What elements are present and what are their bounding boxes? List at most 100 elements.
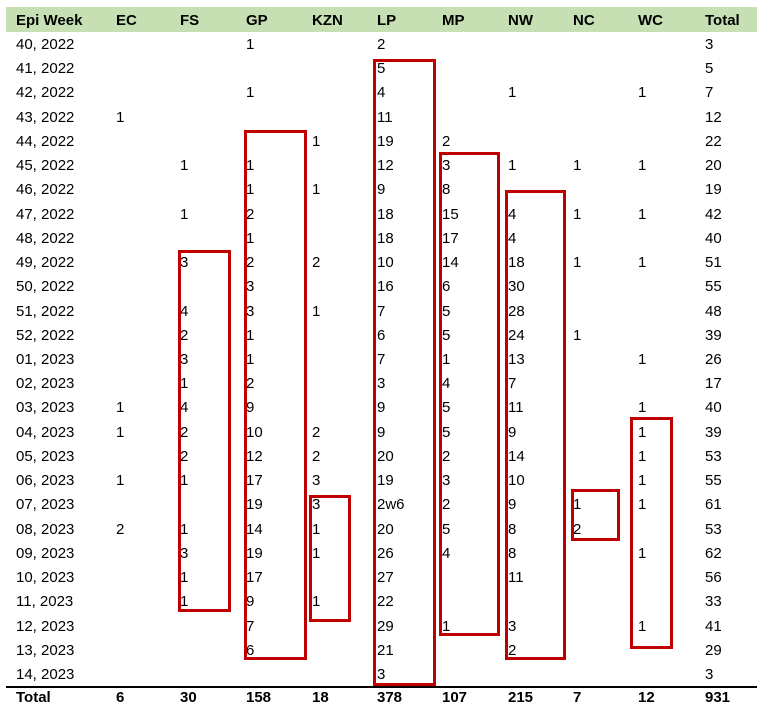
cell-total: 3	[705, 665, 714, 683]
cell-gp: 1	[246, 36, 255, 53]
cell-fs: 1	[180, 472, 189, 490]
cell-gp: 9	[246, 593, 255, 611]
cell-epi-week: 12, 2023	[16, 617, 75, 635]
cell-mp: 5	[442, 423, 451, 441]
cell-mp: 1	[442, 350, 451, 368]
cell-wc: 1	[638, 84, 647, 102]
cell-gp: 2	[246, 254, 255, 272]
cell-total: 53	[705, 520, 722, 538]
cell-nw: 10	[508, 472, 525, 490]
header-kzn: KZN	[312, 12, 343, 29]
cell-lp: 7	[377, 350, 386, 368]
cell-kzn: 2	[312, 254, 321, 272]
cell-lp: 7	[377, 302, 386, 320]
cell-total: 7	[705, 84, 714, 102]
cell-lp: 9	[377, 181, 386, 199]
header-fs: FS	[180, 12, 200, 29]
highlight-kzn	[309, 495, 351, 622]
cell-gp: 17	[246, 569, 263, 587]
cell-lp: 2	[377, 36, 386, 53]
cell-wc: 1	[638, 350, 647, 368]
cell-gp: 3	[246, 278, 255, 296]
highlight-gp	[244, 130, 307, 660]
cell-fs: 1	[180, 593, 189, 611]
cell-lp: 2w6	[377, 496, 405, 514]
cell-lp: 10	[377, 254, 394, 272]
cell-epi-week: 06, 2023	[16, 472, 75, 490]
cell-fs: 2	[180, 326, 189, 344]
cell-epi-week: 51, 2022	[16, 302, 75, 320]
cell-mp: 2	[442, 496, 451, 514]
cell-total: 41	[705, 617, 722, 635]
cell-lp: 20	[377, 520, 394, 538]
cell-ec: 1	[116, 108, 125, 126]
cell-lp: 9	[377, 423, 386, 441]
cell-mp: 2	[442, 132, 451, 150]
cell-gp: 9	[246, 399, 255, 417]
cell-fs: 2	[180, 447, 189, 465]
total-total: 931	[705, 689, 731, 706]
total-epi-week: Total	[16, 689, 51, 706]
cell-fs: 1	[180, 205, 189, 223]
cell-lp: 29	[377, 617, 394, 635]
cell-kzn: 3	[312, 496, 321, 514]
cell-kzn: 1	[312, 181, 321, 199]
cell-lp: 18	[377, 205, 394, 223]
cell-nw: 2	[508, 641, 517, 659]
cell-epi-week: 50, 2022	[16, 278, 75, 296]
cell-gp: 1	[246, 157, 255, 175]
highlight-wc	[630, 417, 673, 649]
cell-nw: 30	[508, 278, 525, 296]
cell-lp: 11	[377, 108, 393, 126]
cell-mp: 3	[442, 472, 451, 490]
cell-kzn: 2	[312, 423, 321, 441]
cell-fs: 4	[180, 399, 189, 417]
cell-nw: 18	[508, 254, 525, 272]
cell-epi-week: 04, 2023	[16, 423, 75, 441]
cell-gp: 12	[246, 447, 263, 465]
cell-epi-week: 49, 2022	[16, 254, 75, 272]
cell-nw: 13	[508, 350, 525, 368]
cell-epi-week: 46, 2022	[16, 181, 75, 199]
cell-epi-week: 13, 2023	[16, 641, 75, 659]
highlight-mp	[439, 152, 500, 636]
cell-total: 39	[705, 326, 722, 344]
header-nw: NW	[508, 12, 533, 29]
cell-ec: 2	[116, 520, 125, 538]
highlight-fs	[178, 250, 231, 612]
cell-mp: 2	[442, 447, 451, 465]
cell-mp: 8	[442, 181, 451, 199]
total-nw: 215	[508, 689, 534, 706]
total-lp: 378	[377, 689, 403, 706]
total-wc: 12	[638, 689, 655, 706]
header-lp: LP	[377, 12, 397, 29]
cell-lp: 6	[377, 326, 386, 344]
cell-lp: 26	[377, 544, 394, 562]
cell-epi-week: 47, 2022	[16, 205, 75, 223]
cell-wc: 1	[638, 423, 647, 441]
cell-epi-week: 44, 2022	[16, 132, 75, 150]
cell-gp: 1	[246, 350, 255, 368]
header-wc: WC	[638, 12, 663, 29]
header-gp: GP	[246, 12, 268, 29]
total-row-divider	[6, 686, 757, 688]
cell-fs: 2	[180, 423, 189, 441]
cell-gp: 19	[246, 496, 263, 514]
cell-nw: 9	[508, 496, 517, 514]
total-kzn: 18	[312, 689, 329, 706]
cell-epi-week: 10, 2023	[16, 569, 75, 587]
header-epi-week: Epi Week	[16, 12, 83, 29]
header-nc: NC	[573, 12, 595, 29]
cell-mp: 6	[442, 278, 451, 296]
cell-mp: 5	[442, 326, 451, 344]
cell-gp: 6	[246, 641, 255, 659]
cell-lp: 19	[377, 472, 394, 490]
cell-gp: 17	[246, 472, 263, 490]
cell-gp: 7	[246, 617, 255, 635]
cell-epi-week: 48, 2022	[16, 229, 75, 247]
cell-kzn: 1	[312, 544, 321, 562]
cell-nw: 1	[508, 84, 517, 102]
cell-gp: 1	[246, 326, 255, 344]
cell-total: 20	[705, 157, 722, 175]
